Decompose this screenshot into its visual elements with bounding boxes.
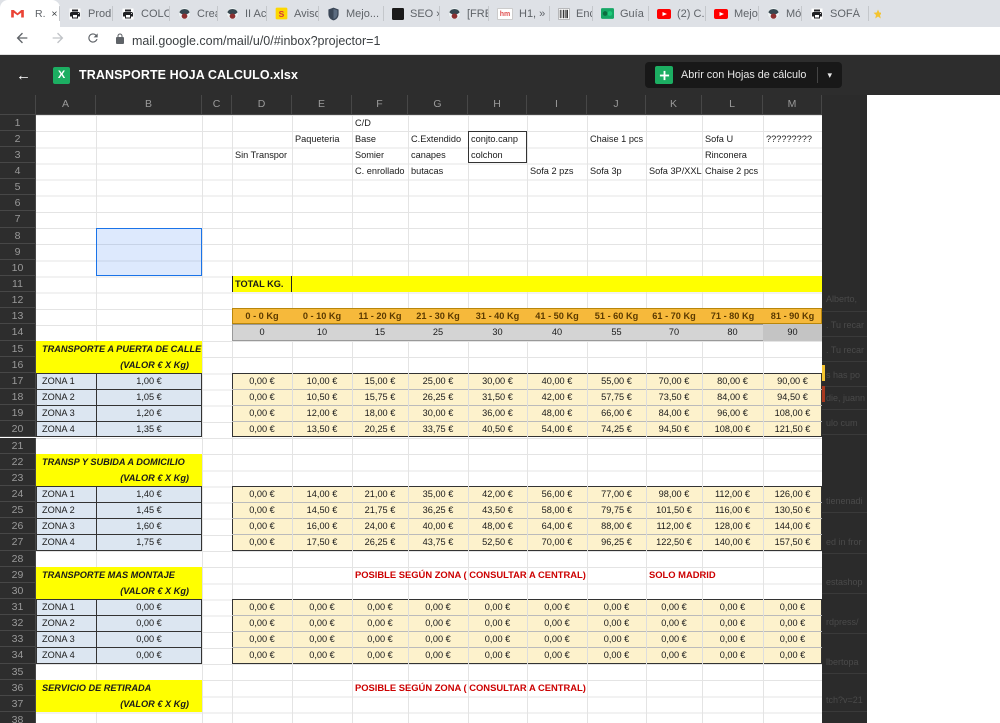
svg-text:S: S [279, 9, 285, 19]
